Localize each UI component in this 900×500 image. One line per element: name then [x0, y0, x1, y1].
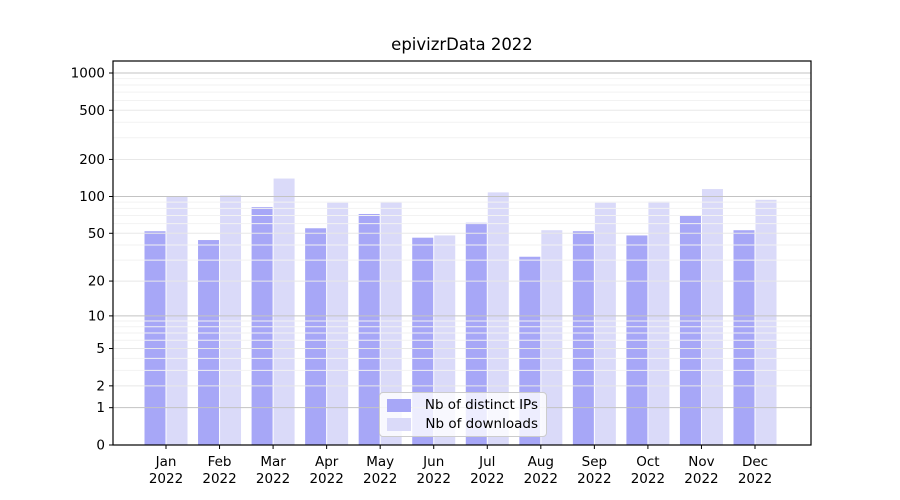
y-tick-label-0: 0	[96, 438, 105, 454]
bar-nb-of-downloads-feb	[220, 195, 242, 445]
y-tick-label-20: 20	[88, 274, 105, 290]
y-tick-label-500: 500	[79, 103, 105, 119]
bar-nb-of-downloads-sep	[594, 202, 616, 445]
x-tick-label-aug: Aug	[528, 454, 554, 470]
x-tick-label-year-nov: 2022	[684, 471, 718, 487]
legend-label-downloads: Nb of downloads	[425, 416, 538, 432]
y-tick-label-100: 100	[79, 189, 105, 205]
bar-nb-of-distinct-ips-mar	[251, 207, 273, 445]
x-tick-label-year-jun: 2022	[417, 471, 451, 487]
x-tick-label-dec: Dec	[742, 454, 768, 470]
x-tick-label-sep: Sep	[582, 454, 607, 470]
x-tick-label-year-feb: 2022	[202, 471, 236, 487]
x-tick-label-year-aug: 2022	[524, 471, 558, 487]
x-tick-label-jul: Jul	[478, 454, 495, 470]
x-tick-label-jun: Jun	[422, 454, 444, 470]
x-tick-label-nov: Nov	[688, 454, 714, 470]
x-tick-label-feb: Feb	[208, 454, 232, 470]
y-tick-label-10: 10	[88, 308, 105, 324]
x-tick-label-may: May	[366, 454, 394, 470]
x-tick-label-apr: Apr	[315, 454, 339, 470]
legend: Nb of distinct IPs Nb of downloads	[379, 392, 547, 437]
x-tick-label-jan: Jan	[155, 454, 177, 470]
y-tick-label-2: 2	[96, 378, 105, 394]
y-tick-label-1000: 1000	[71, 66, 105, 82]
bar-nb-of-downloads-nov	[701, 189, 723, 445]
legend-row-downloads: Nb of downloads	[387, 417, 538, 431]
y-tick-label-5: 5	[96, 341, 105, 357]
bar-nb-of-distinct-ips-sep	[572, 231, 594, 445]
legend-swatch-downloads	[387, 417, 411, 431]
bar-nb-of-distinct-ips-nov	[679, 215, 701, 445]
chart-title: epivizrData 2022	[391, 35, 533, 54]
bar-nb-of-downloads-mar	[273, 178, 295, 445]
bar-nb-of-distinct-ips-dec	[733, 230, 755, 445]
x-tick-label-year-jul: 2022	[470, 471, 504, 487]
x-tick-label-mar: Mar	[260, 454, 286, 470]
x-tick-label-oct: Oct	[636, 454, 659, 470]
bar-nb-of-distinct-ips-may	[358, 213, 380, 445]
bar-nb-of-downloads-apr	[327, 202, 349, 445]
bar-nb-of-downloads-may	[380, 202, 402, 445]
plot-border	[112, 60, 812, 446]
bar-nb-of-downloads-jul	[487, 192, 509, 445]
x-tick-label-year-dec: 2022	[738, 471, 772, 487]
legend-swatch-distinct-ips	[387, 398, 411, 412]
y-tick-label-50: 50	[88, 226, 105, 242]
legend-label-distinct-ips: Nb of distinct IPs	[424, 397, 538, 413]
x-tick-label-year-oct: 2022	[631, 471, 665, 487]
x-tick-label-year-may: 2022	[363, 471, 397, 487]
x-tick-label-year-mar: 2022	[256, 471, 290, 487]
bar-nb-of-distinct-ips-feb	[198, 240, 220, 445]
legend-row-distinct-ips: Nb of distinct IPs	[387, 398, 538, 412]
bar-nb-of-downloads-aug	[541, 230, 563, 445]
bar-nb-of-downloads-oct	[648, 201, 670, 445]
bar-nb-of-distinct-ips-jan	[144, 231, 166, 445]
x-tick-label-year-apr: 2022	[309, 471, 343, 487]
y-tick-label-200: 200	[79, 152, 105, 168]
bar-nb-of-distinct-ips-jul	[465, 222, 487, 445]
x-tick-label-year-jan: 2022	[149, 471, 183, 487]
bar-nb-of-downloads-dec	[755, 199, 777, 445]
y-tick-label-1: 1	[96, 400, 105, 416]
bar-nb-of-distinct-ips-apr	[305, 228, 327, 445]
x-tick-label-year-sep: 2022	[577, 471, 611, 487]
